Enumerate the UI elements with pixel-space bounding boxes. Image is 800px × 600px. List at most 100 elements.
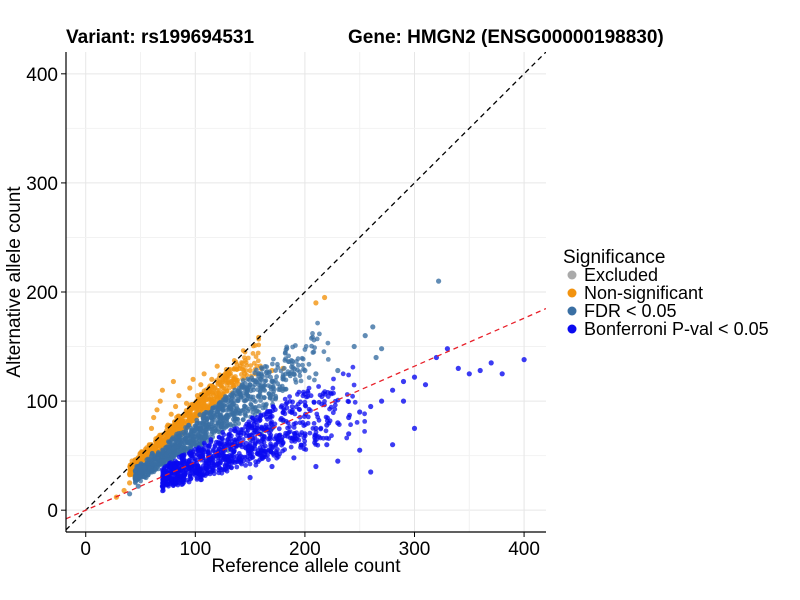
data-point	[279, 415, 284, 421]
legend-label: Bonferroni P-val < 0.05	[584, 319, 769, 339]
data-point	[137, 474, 143, 480]
data-point	[243, 463, 249, 468]
data-point	[307, 430, 313, 436]
data-point	[267, 395, 273, 400]
data-point	[197, 397, 203, 403]
data-point	[154, 407, 160, 413]
data-point	[211, 471, 217, 477]
data-point	[210, 405, 216, 411]
data-point	[263, 449, 269, 455]
data-point	[250, 410, 256, 415]
data-point	[219, 470, 225, 476]
data-point	[310, 331, 315, 336]
data-point	[235, 432, 241, 438]
data-point	[379, 346, 385, 352]
data-point	[247, 432, 253, 438]
data-point	[149, 468, 154, 474]
data-point	[196, 432, 201, 438]
data-point	[256, 403, 262, 409]
data-point	[332, 402, 338, 408]
data-point	[175, 438, 181, 444]
legend-label: Non-significant	[584, 283, 703, 303]
data-point	[222, 454, 228, 459]
data-point	[325, 390, 331, 395]
data-point	[268, 420, 274, 426]
data-point	[250, 377, 256, 383]
data-point	[373, 354, 379, 361]
data-point	[182, 444, 187, 450]
data-point	[312, 377, 317, 383]
data-point	[252, 425, 258, 431]
data-point	[297, 432, 303, 438]
data-point	[234, 426, 240, 431]
data-point	[253, 399, 258, 404]
data-point	[319, 401, 324, 407]
data-point	[209, 401, 215, 406]
data-point	[249, 415, 255, 421]
data-point	[266, 457, 271, 463]
data-point	[218, 439, 224, 445]
data-point	[135, 483, 141, 489]
data-point	[192, 468, 198, 474]
data-point	[205, 450, 211, 456]
legend-title: Significance	[563, 247, 665, 268]
data-point	[262, 383, 268, 388]
data-point	[189, 453, 195, 459]
data-point	[275, 361, 280, 367]
data-point	[292, 377, 298, 382]
data-point	[168, 411, 174, 417]
data-point	[170, 435, 176, 440]
data-point	[422, 382, 429, 388]
data-point	[166, 448, 172, 454]
data-point	[239, 361, 245, 366]
data-point	[234, 403, 239, 409]
data-point	[282, 350, 288, 356]
data-point	[156, 451, 161, 456]
data-point	[139, 469, 144, 474]
legend-entry: Non-significant	[567, 283, 703, 303]
data-point	[223, 386, 228, 392]
data-point	[346, 372, 351, 378]
data-point	[219, 467, 224, 473]
data-point	[284, 405, 290, 411]
data-point	[477, 367, 483, 374]
data-point	[190, 442, 196, 447]
data-point	[262, 425, 268, 430]
data-point	[411, 374, 418, 380]
data-point	[245, 444, 251, 450]
data-point	[292, 372, 297, 378]
data-point	[279, 435, 285, 440]
data-point	[236, 436, 242, 442]
data-point	[190, 376, 196, 382]
data-point	[354, 420, 360, 425]
data-point	[251, 360, 257, 366]
data-point	[280, 388, 285, 394]
data-point	[345, 398, 351, 404]
data-point	[225, 377, 231, 383]
data-point	[231, 449, 237, 455]
data-point	[187, 458, 192, 463]
data-point	[221, 432, 227, 438]
data-point	[195, 463, 201, 469]
data-point	[282, 396, 288, 402]
data-point	[255, 438, 261, 444]
data-point	[177, 433, 183, 439]
data-point	[235, 410, 240, 416]
legend-entry: FDR < 0.05	[567, 301, 677, 321]
data-point	[293, 404, 299, 410]
data-point	[196, 445, 202, 451]
data-point	[216, 388, 222, 393]
data-point	[281, 365, 287, 371]
data-point	[313, 371, 319, 377]
data-points	[113, 278, 527, 500]
legend-label: Excluded	[584, 265, 658, 285]
data-point	[255, 350, 261, 356]
data-point	[188, 414, 193, 420]
data-point	[335, 367, 341, 374]
data-point	[238, 453, 244, 459]
data-point	[247, 461, 253, 467]
y-axis-label: Alternative allele count	[4, 186, 25, 378]
data-point	[270, 445, 276, 450]
data-point	[127, 491, 133, 497]
data-point	[362, 419, 368, 424]
